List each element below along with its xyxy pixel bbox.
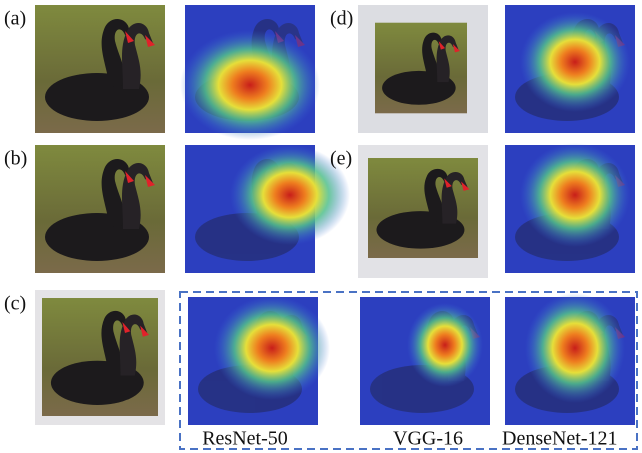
model-label: VGG-16: [393, 428, 463, 450]
swan-photo: [35, 5, 165, 133]
dashed-box: [179, 291, 638, 450]
panel-label: (c): [4, 293, 26, 315]
model-label: ResNet-50: [202, 428, 288, 450]
activation: [214, 296, 330, 400]
panel-label: (d): [330, 8, 353, 30]
activation: [520, 143, 630, 247]
activation: [407, 303, 483, 387]
panel-label: (a): [4, 8, 26, 30]
activation: [520, 12, 630, 112]
activation: [180, 30, 320, 140]
panel-label: (b): [4, 148, 27, 170]
activation: [230, 145, 350, 245]
model-label: DenseNet-121: [502, 428, 618, 450]
swan-photo: [35, 145, 165, 273]
activation: [525, 293, 625, 403]
panel-label: (e): [330, 148, 352, 170]
